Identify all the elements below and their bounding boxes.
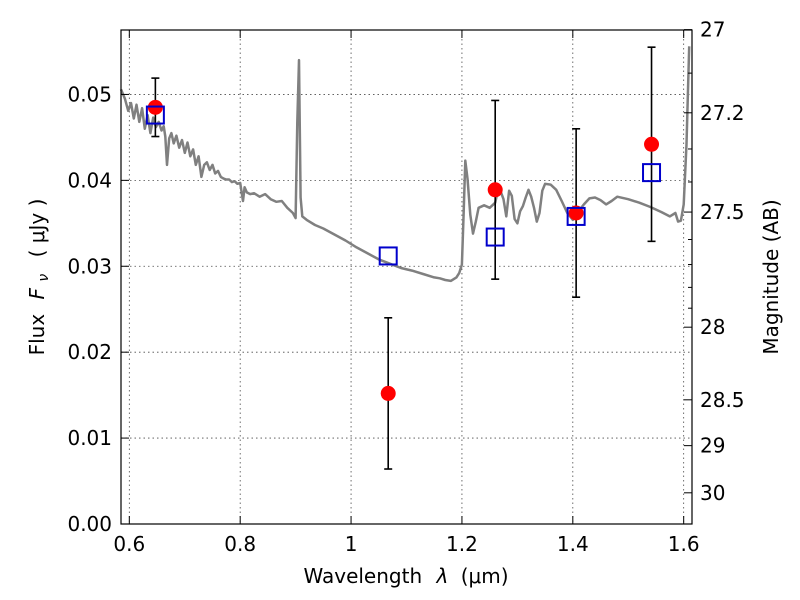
y-tick-label: 0.03 — [67, 254, 112, 278]
y-axis-label-prefix: Flux — [25, 314, 49, 356]
mag-tick-label: 28.5 — [700, 388, 745, 412]
mag-tick-label: 27 — [700, 18, 725, 42]
y-tick-label: 0.01 — [67, 426, 112, 450]
y-axis-label-symbol: F — [25, 287, 49, 299]
observed-flux-point — [644, 136, 660, 152]
x-tick-label: 1.2 — [446, 532, 478, 556]
x-axis-label-prefix: Wavelength — [303, 564, 422, 588]
x-tick-label: 0.8 — [224, 532, 256, 556]
plot-frame — [120, 29, 693, 525]
observed-flux-point — [380, 385, 396, 401]
right-axis-label: Magnitude (AB) — [759, 199, 783, 354]
model-band-flux-point — [566, 206, 586, 226]
x-axis-label: Wavelength λ (μm) — [303, 564, 508, 588]
mag-tick-label: 29 — [700, 434, 725, 458]
mag-tick-label: 28 — [700, 315, 725, 339]
mag-tick-label: 30 — [700, 481, 725, 505]
x-tick-label: 0.6 — [113, 532, 145, 556]
x-tick-label: 1 — [345, 532, 358, 556]
y-tick-label: 0.02 — [67, 340, 112, 364]
model-band-flux-point — [378, 246, 398, 266]
mag-tick-label: 27.2 — [700, 101, 745, 125]
observed-flux-point — [568, 205, 584, 221]
model-band-flux-point — [485, 227, 505, 247]
y-tick-label: 0.00 — [67, 512, 112, 536]
ticks: 0.6 0.8 1 1.2 1.4 1.6 0.00 0.01 0.02 0.03 0.04 0.05… — [67, 18, 744, 556]
plot-background — [121, 30, 692, 524]
x-tick-label: 1.6 — [668, 532, 700, 556]
y-tick-label: 0.05 — [67, 82, 112, 106]
y-tick-label: 0.04 — [67, 168, 112, 192]
observed-flux-point — [487, 182, 503, 198]
x-tick-label: 1.4 — [557, 532, 589, 556]
y-axis-label-subscript: ν — [36, 274, 52, 282]
markers — [145, 99, 662, 401]
x-axis-label-symbol: λ — [436, 564, 449, 588]
y-axis-label: Flux F ν ( μJy ) — [25, 199, 53, 356]
series — [119, 46, 691, 283]
y-axis-label-unit: ( μJy ) — [25, 199, 49, 258]
model-band-flux-point — [145, 105, 165, 125]
model-band-flux-point — [642, 163, 662, 183]
x-axis-label-unit: (μm) — [461, 564, 509, 588]
model-spectrum-line — [119, 46, 691, 283]
mag-tick-label: 27.5 — [700, 200, 745, 224]
